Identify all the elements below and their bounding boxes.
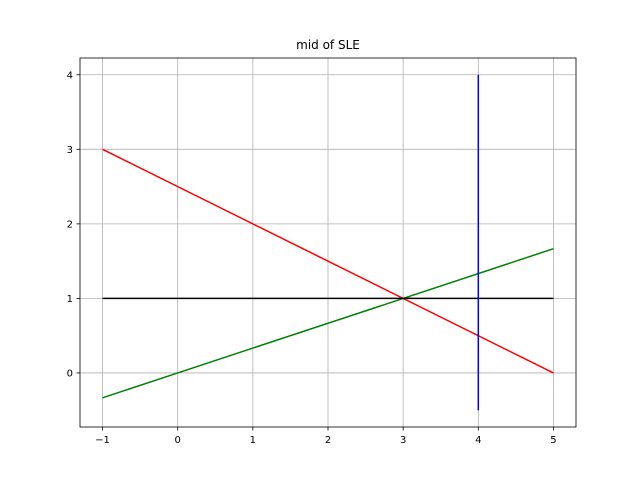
x-tick-label: −1 — [95, 435, 110, 446]
y-tick-label: 0 — [67, 368, 73, 379]
tick-labels: −1 0 1 2 3 4 5 0 1 2 3 4 — [67, 70, 557, 446]
y-tick-label: 1 — [67, 294, 73, 305]
x-tick-label: 3 — [400, 435, 406, 446]
y-tick-label: 2 — [67, 219, 73, 230]
x-tick-label: 4 — [475, 435, 481, 446]
x-tick-label: 0 — [175, 435, 181, 446]
x-tick-label: 5 — [550, 435, 556, 446]
y-tick-label: 3 — [67, 145, 73, 156]
plot-series — [102, 74, 554, 411]
axes — [76, 57, 577, 431]
y-tick-label: 4 — [67, 70, 73, 81]
chart-title: mid of SLE — [296, 38, 360, 52]
x-tick-label: 1 — [250, 435, 256, 446]
x-tick-label: 2 — [325, 435, 331, 446]
